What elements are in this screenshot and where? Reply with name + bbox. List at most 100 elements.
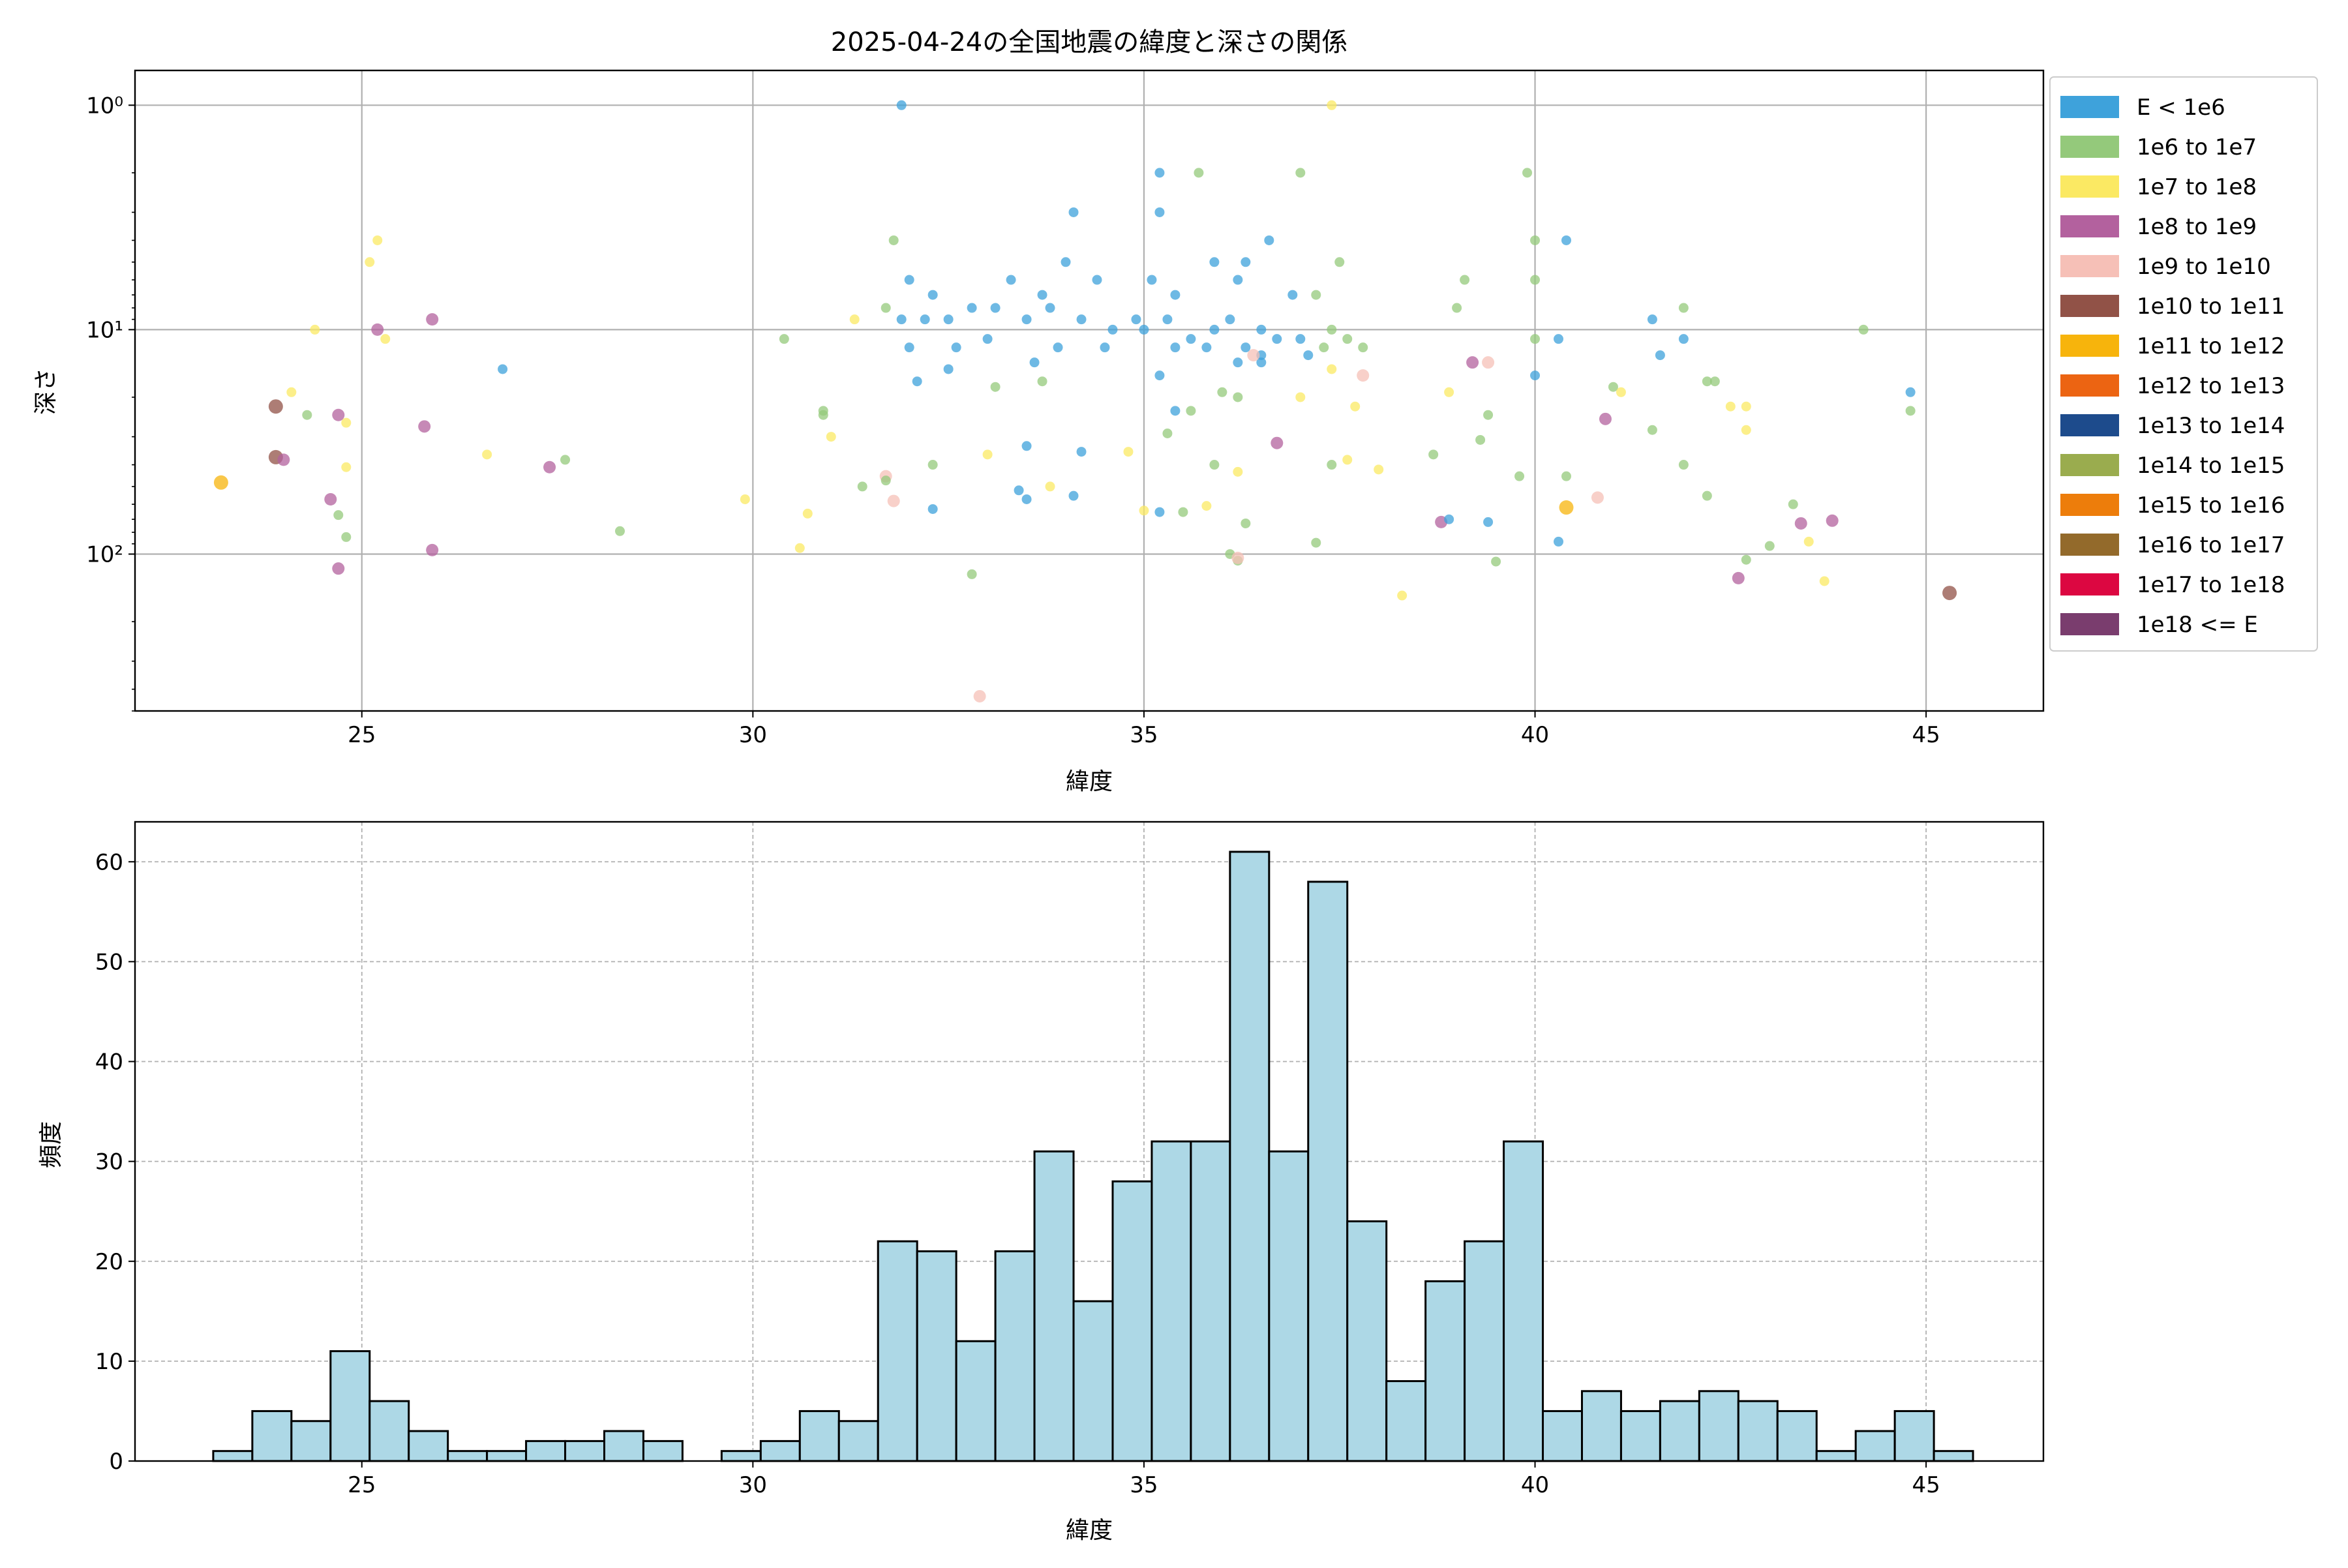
histogram-bar xyxy=(1619,1410,1661,1462)
scatter-point xyxy=(1131,314,1141,325)
scatter-point xyxy=(927,290,938,300)
histogram-bar xyxy=(759,1440,801,1462)
legend-swatch xyxy=(2060,573,2119,596)
scatter-point xyxy=(1647,425,1657,435)
scatter-point xyxy=(1068,207,1079,217)
scatter-point xyxy=(1702,490,1712,501)
scatter-point xyxy=(1466,356,1479,369)
scatter-point xyxy=(1559,500,1574,515)
scatter-point xyxy=(826,432,836,442)
scatter-point xyxy=(1233,275,1243,285)
histogram-bar xyxy=(1815,1450,1857,1462)
scatter-point xyxy=(904,342,914,353)
scatter-point xyxy=(1358,342,1368,353)
scatter-point xyxy=(1905,406,1916,416)
histogram-y-tick-label: 50 xyxy=(95,949,123,975)
legend-label: 1e6 to 1e7 xyxy=(2137,134,2257,160)
histogram-bar xyxy=(720,1450,762,1462)
scatter-point xyxy=(967,569,977,579)
scatter-point xyxy=(1428,449,1439,460)
legend-swatch xyxy=(2060,255,2119,277)
legend-swatch xyxy=(2060,96,2119,118)
scatter-point xyxy=(1029,357,1040,368)
scatter-point xyxy=(794,543,805,553)
scatter-point xyxy=(1732,571,1745,584)
histogram-x-tick-label: 40 xyxy=(1521,1472,1549,1498)
scatter-point xyxy=(1264,235,1274,245)
scatter-point xyxy=(341,462,352,472)
scatter-point xyxy=(213,475,228,490)
scatter-points xyxy=(213,100,1957,702)
scatter-point xyxy=(1194,168,1204,178)
scatter-point xyxy=(1256,324,1267,335)
scatter-point xyxy=(1702,376,1712,387)
scatter-point xyxy=(1554,536,1564,547)
histogram-bar xyxy=(877,1240,918,1462)
scatter-point xyxy=(426,313,439,326)
scatter-point xyxy=(1452,303,1462,313)
scatter-point xyxy=(341,532,352,542)
scatter-point xyxy=(1444,387,1454,397)
scatter-point xyxy=(1826,514,1839,527)
histogram-y-tick-label: 0 xyxy=(109,1449,123,1475)
scatter-point xyxy=(1491,556,1501,567)
histogram-bar xyxy=(1893,1410,1935,1462)
scatter-x-tick-label: 45 xyxy=(1912,722,1940,748)
scatter-point xyxy=(1162,429,1173,439)
scatter-point xyxy=(740,494,750,504)
histogram-bar xyxy=(486,1450,528,1462)
scatter-point xyxy=(1045,481,1055,492)
histogram-bar xyxy=(1385,1380,1427,1462)
histogram-bar xyxy=(1542,1410,1583,1462)
scatter-point xyxy=(982,449,993,460)
scatter-point xyxy=(1139,505,1149,516)
legend-label: 1e18 <= E xyxy=(2137,612,2258,638)
histogram-bar xyxy=(837,1420,879,1462)
scatter-point xyxy=(1554,334,1564,344)
scatter-point xyxy=(1858,324,1869,335)
scatter-point xyxy=(1256,357,1267,368)
histogram-bar xyxy=(329,1350,371,1462)
scatter-point xyxy=(982,334,993,344)
scatter-point xyxy=(973,689,986,702)
scatter-point xyxy=(1170,342,1181,353)
scatter-point xyxy=(1530,275,1541,285)
scatter-point xyxy=(560,455,571,465)
scatter-point xyxy=(1788,499,1798,509)
scatter-point xyxy=(1561,471,1571,481)
scatter-point xyxy=(1217,387,1227,397)
histogram-bar xyxy=(1072,1300,1114,1462)
scatter-point xyxy=(967,303,977,313)
scatter-point xyxy=(1591,491,1604,504)
scatter-point xyxy=(857,481,867,492)
legend-swatch xyxy=(2060,414,2119,436)
histogram-bar xyxy=(1229,851,1271,1462)
scatter-point xyxy=(426,543,439,556)
histogram-x-tick-label: 25 xyxy=(348,1472,376,1498)
scatter-point xyxy=(1154,370,1165,381)
scatter-point xyxy=(1483,517,1494,527)
legend-swatch xyxy=(2060,335,2119,357)
scatter-point xyxy=(896,314,907,325)
scatter-point xyxy=(310,324,320,335)
legend-swatch xyxy=(2060,454,2119,476)
scatter-point xyxy=(1076,314,1087,325)
scatter-point xyxy=(268,399,283,414)
scatter-point xyxy=(880,475,891,486)
scatter-x-axis-label: 緯度 xyxy=(1066,768,1113,795)
histogram-y-tick-label: 60 xyxy=(95,849,123,875)
scatter-point xyxy=(1209,460,1220,470)
scatter-point xyxy=(1241,342,1251,353)
scatter-y-tick-label: 10¹ xyxy=(86,317,123,343)
scatter-point xyxy=(1247,349,1260,362)
scatter-x-tick-label: 25 xyxy=(348,722,376,748)
scatter-point xyxy=(1819,576,1829,586)
scatter-x-tick-label: 30 xyxy=(739,722,767,748)
scatter-point xyxy=(1100,342,1110,353)
legend-label: 1e15 to 1e16 xyxy=(2137,492,2285,519)
histogram-bar xyxy=(447,1450,489,1462)
scatter-point xyxy=(896,100,907,110)
histogram-bar xyxy=(408,1430,449,1462)
scatter-point xyxy=(990,382,1001,392)
